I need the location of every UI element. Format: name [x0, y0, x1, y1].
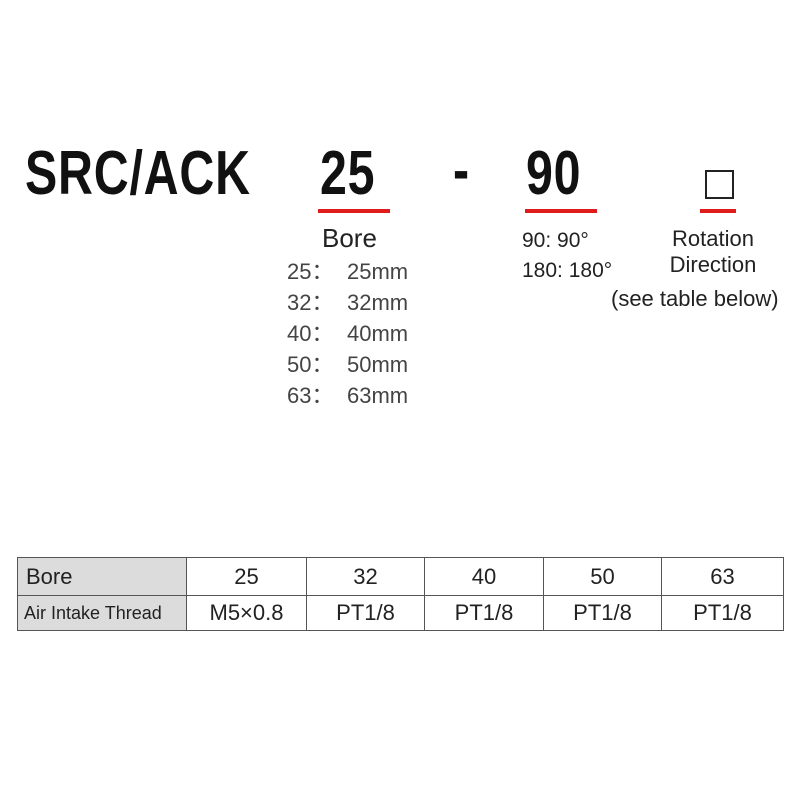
angle-code: 90 [526, 139, 582, 208]
angle-option: 90: 90° [522, 229, 589, 252]
bore-options: 25： 25mm 32： 32mm 40： 40mm 50： 50mm 63： 63mm [287, 256, 408, 411]
separator: - [453, 136, 470, 205]
table-cell: 63 [661, 557, 784, 596]
bore-label: Bore [322, 223, 377, 253]
angle-underline [525, 209, 597, 213]
bore-option: 63： 63mm [287, 383, 409, 408]
direction-underline [700, 209, 736, 213]
table-cell: PT1/8 [424, 595, 544, 631]
spec-table: Bore 25 32 40 50 63 Air Intake Thread M5… [17, 557, 784, 631]
rotation-direction-label: Rotation Direction [669, 226, 757, 277]
table-cell: 50 [543, 557, 662, 596]
bore-code: 25 [320, 139, 376, 208]
bore-option: 40： 40mm [287, 321, 409, 346]
bore-option: 50： 50mm [287, 352, 409, 377]
table-cell: PT1/8 [661, 595, 784, 631]
table-row-air-intake-thread: Air Intake Thread M5×0.8 PT1/8 PT1/8 PT1… [17, 595, 784, 631]
angle-option: 180: 180° [522, 259, 613, 282]
row-header: Air Intake Thread [17, 595, 187, 631]
table-cell: 32 [306, 557, 425, 596]
row-header: Bore [17, 557, 187, 596]
table-cell: 25 [186, 557, 307, 596]
table-cell: M5×0.8 [186, 595, 307, 631]
table-row-bore: Bore 25 32 40 50 63 [17, 557, 784, 596]
angle-options: 90: 90° 180: 180° [522, 226, 612, 286]
table-cell: PT1/8 [306, 595, 425, 631]
direction-placeholder-box [705, 170, 734, 199]
bore-option: 32： 32mm [287, 290, 409, 315]
bore-underline [318, 209, 390, 213]
table-cell: 40 [424, 557, 544, 596]
bore-option: 25： 25mm [287, 259, 409, 284]
model-prefix: SRC/ACK [25, 139, 251, 208]
see-table-note: (see table below) [611, 286, 779, 311]
table-cell: PT1/8 [543, 595, 662, 631]
